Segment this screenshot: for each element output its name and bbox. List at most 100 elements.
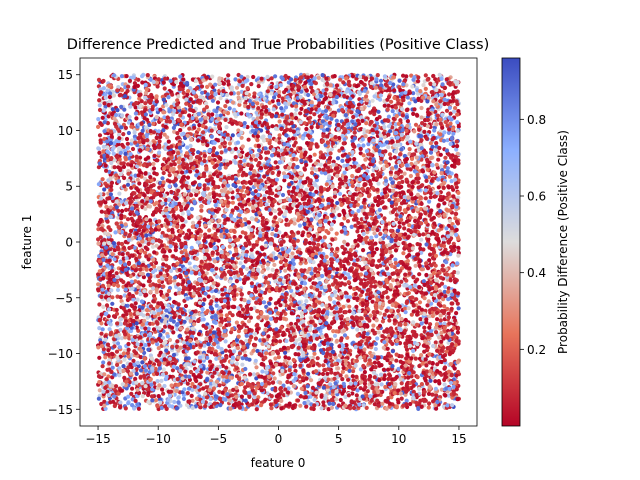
scatter-point (328, 92, 333, 97)
scatter-point (287, 285, 292, 290)
scatter-point (326, 148, 331, 153)
scatter-point (256, 395, 261, 400)
scatter-point (253, 336, 258, 341)
scatter-point (315, 361, 320, 366)
scatter-point (154, 94, 159, 99)
scatter-point (204, 178, 209, 183)
scatter-point (187, 126, 192, 131)
scatter-point (382, 74, 387, 79)
scatter-point (143, 343, 148, 348)
scatter-point (114, 271, 119, 276)
scatter-point (146, 342, 151, 347)
scatter-point (298, 403, 303, 408)
scatter-point (352, 258, 357, 263)
scatter-point (320, 73, 325, 78)
scatter-point (317, 114, 322, 119)
scatter-point (186, 89, 191, 94)
scatter-point (357, 287, 362, 292)
scatter-point (447, 92, 452, 97)
scatter-point (422, 129, 427, 134)
scatter-point (135, 297, 140, 302)
scatter-point (313, 323, 318, 328)
scatter-point (294, 338, 299, 343)
scatter-point (356, 208, 361, 213)
scatter-point (298, 358, 303, 363)
scatter-point (218, 171, 223, 176)
scatter-point (299, 106, 304, 111)
scatter-point (289, 288, 294, 293)
scatter-point (421, 232, 426, 237)
scatter-point (281, 330, 286, 335)
scatter-point (434, 141, 439, 146)
scatter-point (329, 311, 334, 316)
scatter-point (372, 375, 377, 380)
scatter-point (297, 306, 302, 311)
scatter-point (208, 262, 213, 267)
scatter-point (399, 316, 404, 322)
scatter-point (178, 273, 183, 278)
scatter-point (194, 192, 199, 197)
scatter-point (279, 406, 284, 411)
scatter-point (449, 306, 454, 311)
scatter-point (133, 398, 138, 403)
scatter-point (161, 128, 166, 133)
scatter-point (243, 217, 248, 222)
scatter-point (161, 170, 166, 176)
scatter-point (281, 383, 286, 388)
scatter-point (150, 244, 155, 249)
scatter-point (284, 338, 289, 344)
scatter-point (151, 161, 156, 166)
scatter-point (123, 222, 128, 227)
scatter-point (156, 346, 161, 351)
scatter-point (351, 310, 356, 316)
chart-title: Difference Predicted and True Probabilit… (67, 37, 489, 53)
scatter-point (283, 358, 288, 363)
scatter-point (387, 373, 393, 378)
scatter-points (96, 72, 461, 412)
scatter-point (101, 360, 106, 365)
scatter-point (388, 228, 394, 233)
scatter-point (450, 163, 455, 168)
scatter-point (165, 334, 170, 339)
scatter-point (123, 125, 128, 130)
scatter-point (263, 290, 268, 295)
scatter-point (447, 218, 452, 223)
scatter-point (181, 396, 186, 401)
scatter-point (345, 219, 351, 224)
scatter-point (407, 253, 412, 258)
scatter-point (122, 357, 127, 362)
scatter-point (285, 379, 290, 385)
scatter-point (152, 264, 157, 269)
scatter-point (370, 186, 376, 191)
scatter-point (353, 223, 358, 228)
scatter-point (386, 145, 391, 150)
scatter-point (121, 364, 126, 369)
scatter-point (389, 99, 394, 104)
scatter-point (455, 144, 460, 149)
scatter-point (378, 160, 383, 165)
scatter-point (406, 375, 411, 380)
scatter-point (273, 160, 278, 165)
scatter-point (372, 402, 377, 407)
scatter-point (307, 327, 312, 332)
scatter-point (280, 234, 286, 239)
scatter-point (176, 94, 181, 99)
scatter-point (315, 356, 320, 361)
scatter-point (329, 370, 334, 375)
scatter-point (189, 245, 194, 250)
scatter-point (171, 125, 176, 130)
scatter-point (262, 196, 267, 201)
scatter-point (433, 77, 438, 82)
scatter-point (363, 157, 368, 162)
scatter-point (413, 263, 418, 268)
scatter-point (293, 112, 298, 117)
scatter-point (298, 111, 303, 116)
scatter-point (160, 387, 165, 392)
scatter-point (406, 228, 411, 233)
scatter-point (308, 158, 313, 163)
scatter-point (439, 359, 444, 365)
scatter-point (415, 113, 420, 118)
scatter-point (120, 142, 125, 148)
scatter-point (427, 401, 432, 406)
